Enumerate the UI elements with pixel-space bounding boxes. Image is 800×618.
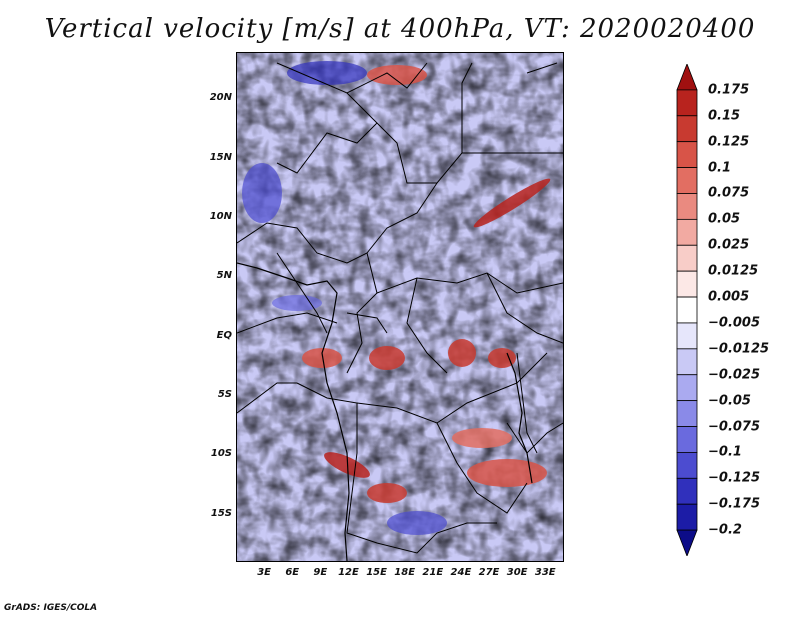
credit-text: GrADS: IGES/COLA [4,603,98,613]
legend-color-box [676,452,698,479]
legend-color-box [676,270,698,298]
legend-label: −0.1 [708,444,742,460]
lon-tick-label: 30E [506,567,528,578]
legend-color-box [676,218,698,246]
lon-tick-label: 21E [422,567,444,578]
legend-label: −0.175 [708,496,761,512]
strong-subsidence-cores [242,61,447,535]
lon-tick-label: 18E [394,567,416,578]
legend-label: 0.0125 [708,263,759,279]
map-panel [236,52,564,562]
legend-label: 0.005 [708,289,750,305]
legend-color-box [676,167,698,194]
lon-tick-label: 9E [313,567,328,578]
lat-tick-label: 10N [209,211,232,223]
legend-color-box [676,426,698,453]
chart-title: Vertical velocity [m/s] at 400hPa, VT: 2… [44,14,756,44]
legend-color-box [676,115,698,143]
legend-color-box [676,529,698,556]
lat-tick-label: EQ [216,329,232,341]
legend-label: −0.05 [708,393,751,409]
legend-color-box [676,141,698,168]
legend-color-box [676,64,698,91]
legend-color-box [676,477,698,505]
lat-tick-label: 20N [209,92,232,104]
legend-color-box [676,296,698,324]
lat-tick-label: 15S [210,507,232,519]
lat-tick-label: 15N [209,151,232,163]
legend-label: 0.125 [708,134,750,150]
legend-label: −0.005 [708,315,761,331]
legend-label: 0.1 [708,160,732,176]
color-legend [676,64,698,556]
lon-tick-label: 27E [478,567,500,578]
strong-updraft-cores [302,65,551,503]
lat-tick-label: 5S [217,388,232,400]
vertical-velocity-field [237,53,563,561]
lon-tick-label: 24E [450,567,472,578]
lat-tick-label: 10S [210,448,232,460]
legend-color-box [676,244,698,272]
legend-label: 0.175 [708,82,750,98]
lon-tick-label: 15E [366,567,387,578]
legend-color-box [676,348,698,376]
legend-color-box [676,322,698,350]
coastlines [237,262,533,561]
legend-color-box [676,503,698,531]
lat-tick-label: 5N [216,270,232,282]
legend-label: −0.0125 [708,341,770,357]
lon-tick-label: 6E [285,567,300,578]
legend-color-box [676,89,698,117]
legend-label: 0.05 [708,211,741,227]
lon-tick-label: 12E [338,567,359,578]
country-borders [237,62,563,554]
legend-color-box [676,374,698,402]
lon-tick-label: 3E [257,567,272,578]
legend-color-box [676,400,698,427]
legend-label: 0.025 [708,237,750,253]
lon-tick-label: 33E [534,567,556,578]
legend-color-box [676,193,698,220]
legend-label: 0.075 [708,185,750,201]
legend-label: 0.15 [708,108,741,124]
legend-label: −0.075 [708,419,761,435]
legend-label: −0.2 [708,522,742,538]
legend-label: −0.025 [708,367,761,383]
legend-label: −0.125 [708,470,761,486]
